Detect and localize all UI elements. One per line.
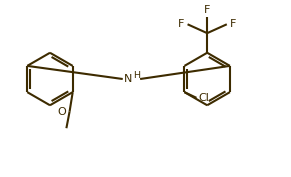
Text: O: O — [57, 107, 66, 117]
Text: N: N — [124, 74, 132, 84]
Text: F: F — [230, 19, 236, 29]
Text: H: H — [134, 71, 141, 80]
Text: Cl: Cl — [198, 93, 209, 104]
Text: F: F — [204, 5, 210, 15]
Text: F: F — [178, 19, 184, 29]
